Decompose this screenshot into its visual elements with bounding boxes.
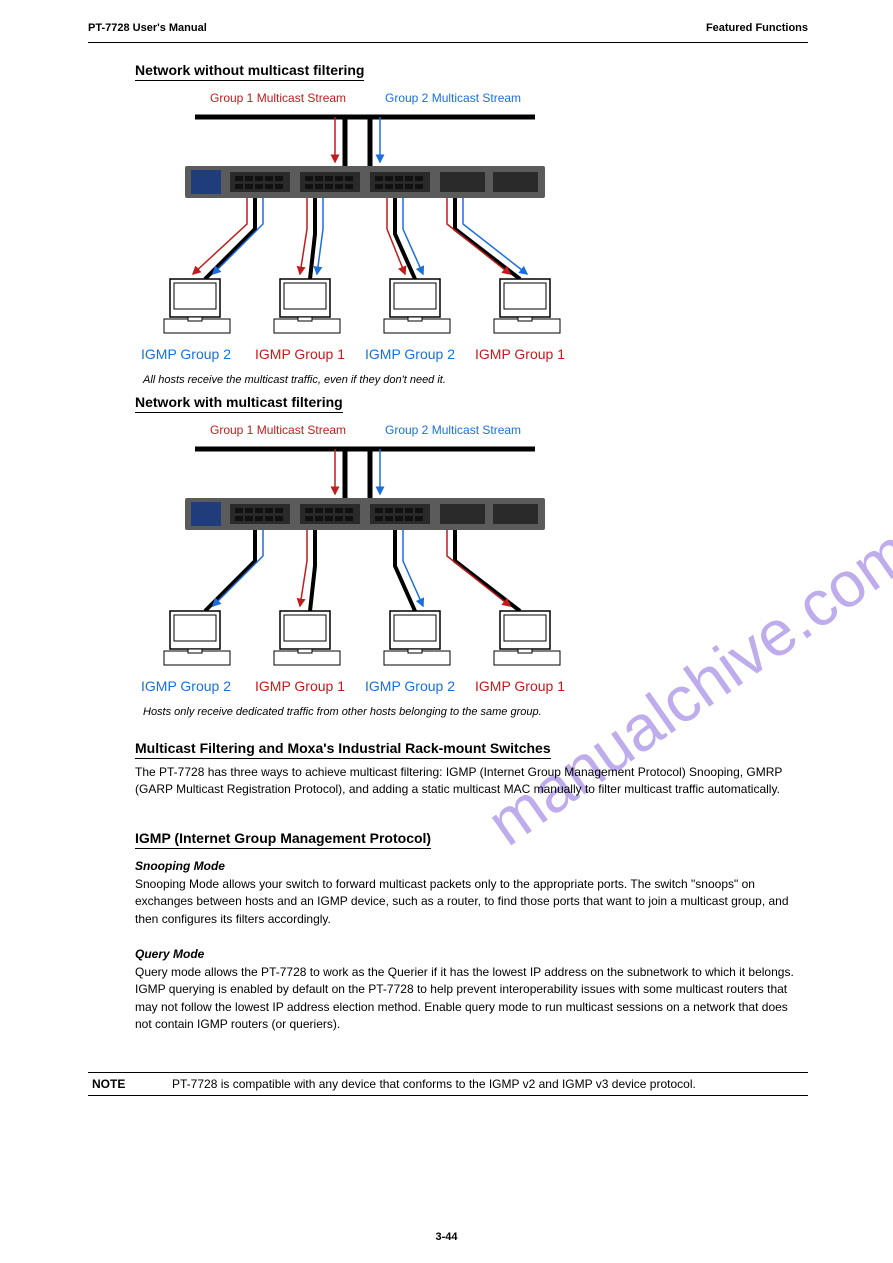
igmp-title: IGMP (Internet Group Management Protocol…	[135, 830, 431, 849]
diag1-stream1-label: Group 1 Multicast Stream	[210, 91, 346, 105]
diagram-with-filtering: Group 1 Multicast Stream Group 2 Multica…	[135, 416, 595, 718]
diagram1-svg: Group 1 Multicast Stream Group 2 Multica…	[135, 84, 595, 374]
section2-title: Network with multicast filtering	[135, 394, 343, 413]
note-block: NOTE PT-7728 is compatible with any devi…	[88, 1072, 808, 1096]
igmp-snooping-body: Snooping Mode allows your switch to forw…	[135, 876, 795, 928]
diag1-stream2-label: Group 2 Multicast Stream	[385, 91, 521, 105]
pc-icon	[384, 279, 450, 333]
note-label: NOTE	[88, 1077, 172, 1091]
pc-icon	[274, 611, 340, 665]
page-number: 3-44	[0, 1231, 893, 1243]
igmp-snooping-heading: Snooping Mode	[135, 858, 225, 875]
rack-switch-icon	[185, 166, 545, 198]
diag2-stream2-label: Group 2 Multicast Stream	[385, 423, 521, 437]
rack-switch-icon	[185, 498, 545, 530]
diag1-pc1-label: IGMP Group 1	[255, 346, 345, 362]
diag2-note: Hosts only receive dedicated traffic fro…	[135, 706, 595, 718]
diag1-pc0-label: IGMP Group 2	[141, 346, 231, 362]
pc-icon	[164, 279, 230, 333]
diag2-pc1-label: IGMP Group 1	[255, 678, 345, 694]
header-rule	[88, 42, 808, 43]
pc-icon	[274, 279, 340, 333]
diag2-pc0-label: IGMP Group 2	[141, 678, 231, 694]
diag2-stream1-label: Group 1 Multicast Stream	[210, 423, 346, 437]
diag1-pc3-label: IGMP Group 1	[475, 346, 565, 362]
diag1-pc2-label: IGMP Group 2	[365, 346, 455, 362]
diagram-without-filtering: Group 1 Multicast Stream Group 2 Multica…	[135, 84, 595, 386]
diag2-pc2-label: IGMP Group 2	[365, 678, 455, 694]
document-page: PT-7728 User's Manual Featured Functions…	[0, 0, 893, 1263]
mcast-protocols-title: Multicast Filtering and Moxa's Industria…	[135, 740, 551, 759]
query-mode-heading: Query Mode	[135, 946, 204, 963]
diag2-hosts	[164, 530, 560, 665]
header-left: PT-7728 User's Manual	[88, 22, 207, 34]
diag1-note: All hosts receive the multicast traffic,…	[135, 374, 595, 386]
pc-icon	[384, 611, 450, 665]
pc-icon	[494, 611, 560, 665]
query-mode-body: Query mode allows the PT-7728 to work as…	[135, 964, 795, 1034]
header-right: Featured Functions	[706, 22, 808, 34]
note-text: PT-7728 is compatible with any device th…	[172, 1077, 808, 1091]
pc-icon	[164, 611, 230, 665]
mcast-protocols-body: The PT-7728 has three ways to achieve mu…	[135, 764, 795, 799]
pc-icon	[494, 279, 560, 333]
section1-title: Network without multicast filtering	[135, 62, 364, 81]
diag2-pc3-label: IGMP Group 1	[475, 678, 565, 694]
diag1-hosts	[164, 198, 560, 333]
diagram2-svg: Group 1 Multicast Stream Group 2 Multica…	[135, 416, 595, 706]
